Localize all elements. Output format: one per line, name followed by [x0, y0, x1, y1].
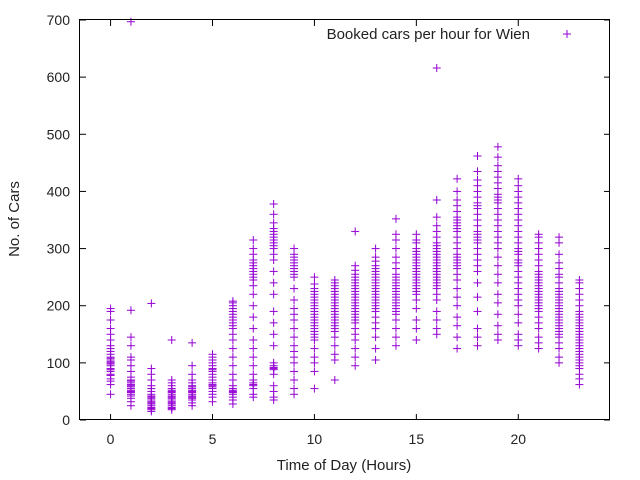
y-tick-label: 300	[47, 241, 71, 257]
x-tick-label: 0	[107, 431, 115, 447]
y-tick-label: 500	[47, 126, 71, 142]
x-tick-label: 15	[409, 431, 425, 447]
legend-label: Booked cars per hour for Wien	[327, 26, 530, 43]
y-tick-label: 600	[47, 69, 71, 85]
y-tick-label: 700	[47, 12, 71, 28]
x-tick-label: 20	[510, 431, 526, 447]
x-tick-label: 10	[307, 431, 323, 447]
y-tick-label: 100	[47, 355, 71, 371]
y-tick-label: 0	[62, 412, 70, 428]
y-axis-label: No. of Cars	[6, 181, 23, 257]
x-axis-label: Time of Day (Hours)	[277, 457, 411, 474]
y-tick-label: 400	[47, 183, 71, 199]
y-tick-label: 200	[47, 298, 71, 314]
x-tick-label: 5	[209, 431, 217, 447]
